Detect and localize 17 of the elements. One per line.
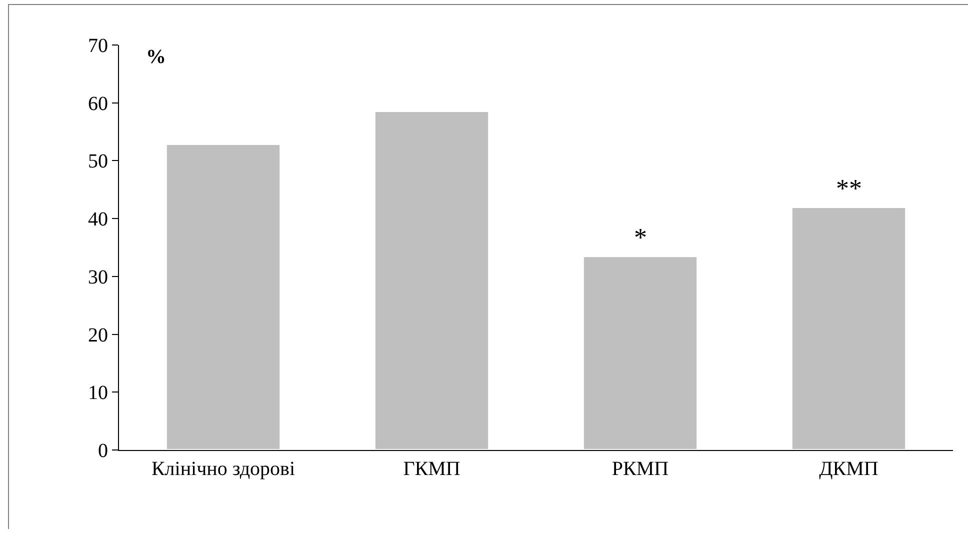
- y-tick-label: 0: [98, 440, 108, 462]
- annotation: **: [836, 174, 862, 203]
- y-tick-label: 10: [88, 382, 108, 404]
- x-tick-label: Клінічно здорові: [151, 458, 296, 480]
- x-tick-label: ДКМП: [819, 458, 878, 480]
- y-tick-label: 30: [88, 266, 108, 288]
- x-tick-label: ГКМП: [403, 458, 460, 480]
- y-tick-label: 40: [88, 208, 108, 231]
- y-tick-label: 20: [88, 324, 108, 346]
- bar: [582, 255, 699, 450]
- y-tick-label: 60: [88, 92, 108, 115]
- y-axis-title: %: [146, 46, 166, 68]
- y-tick-label: 50: [88, 150, 108, 173]
- y-tick-label: 70: [88, 35, 108, 57]
- bar: [790, 206, 908, 450]
- x-tick-label: РКМП: [612, 458, 669, 480]
- annotation: *: [634, 223, 647, 252]
